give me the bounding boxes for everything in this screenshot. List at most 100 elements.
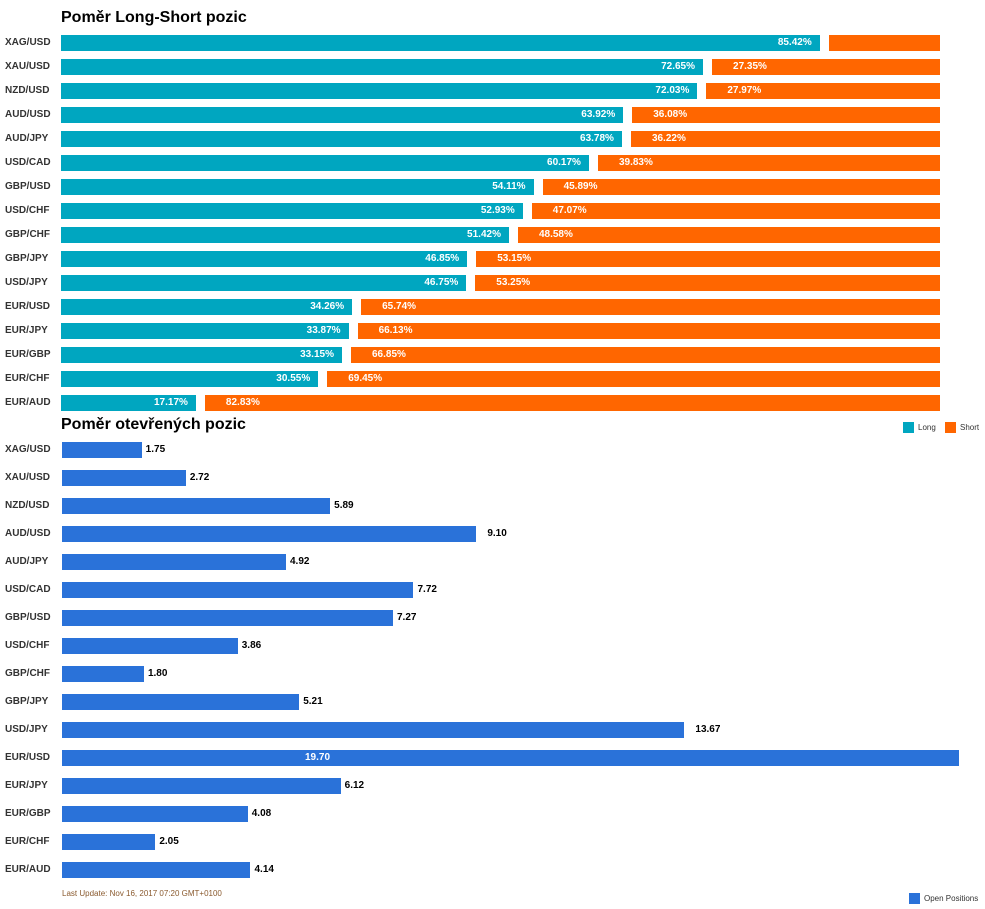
open-positions-bar [62, 778, 341, 794]
legend-short[interactable]: Short [945, 422, 979, 433]
legend-long[interactable]: Long [903, 422, 936, 433]
short-value-label: 82.83% [225, 397, 260, 408]
category-label: XAU/USD [5, 61, 51, 72]
long-value-label: 72.65% [661, 61, 696, 72]
value-label: 4.14 [254, 864, 274, 875]
short-bar [361, 299, 940, 315]
short-bar [706, 83, 940, 99]
category-label: USD/CHF [5, 640, 50, 651]
category-label: EUR/GBP [5, 349, 51, 360]
long-bar [61, 83, 698, 99]
long-bar [61, 155, 589, 171]
long-bar [61, 347, 342, 363]
long-value-label: 60.17% [547, 157, 581, 168]
category-label: USD/JPY [5, 277, 48, 288]
long-bar [61, 35, 820, 51]
open-positions-bar [62, 666, 144, 682]
value-label: 19.70 [305, 752, 331, 763]
short-value-label: 65.74% [382, 301, 417, 312]
long-bar [61, 395, 196, 411]
open-positions-bar [62, 610, 393, 626]
long-bar [61, 179, 534, 195]
category-label: USD/CHF [5, 205, 50, 216]
long-bar [61, 107, 624, 123]
value-label: 5.21 [303, 696, 323, 707]
value-label: 1.75 [145, 444, 166, 455]
long-bar [61, 227, 509, 243]
short-value-label: 36.08% [653, 109, 688, 120]
open-positions-bar [62, 834, 156, 850]
value-label: 1.80 [147, 668, 168, 679]
long-value-label: 63.92% [581, 109, 616, 120]
value-label: 7.27 [397, 612, 417, 623]
value-label: 3.86 [241, 640, 262, 651]
long-value-label: 51.42% [467, 229, 501, 240]
long-value-label: 46.75% [424, 277, 459, 288]
short-bar [542, 179, 940, 195]
value-label: 2.05 [159, 836, 179, 847]
open-positions-bar [62, 498, 331, 514]
open-positions-bar [62, 806, 248, 822]
open-positions-bar [62, 470, 186, 486]
short-value-label: 53.25% [496, 277, 531, 288]
value-label: 9.10 [487, 528, 507, 539]
short-value-label: 45.89% [563, 181, 598, 192]
short-value-label: 66.85% [371, 349, 406, 360]
value-label: 2.72 [189, 472, 210, 483]
category-label: EUR/JPY [5, 780, 48, 791]
category-label: NZD/USD [5, 500, 50, 511]
long-bar [61, 323, 349, 339]
open-positions-bar [62, 526, 477, 542]
short-bar [531, 203, 940, 219]
value-label: 4.08 [251, 808, 272, 819]
category-label: GBP/USD [5, 612, 51, 623]
category-label: XAG/USD [5, 444, 51, 455]
legend-swatch [945, 422, 956, 433]
short-bar [350, 347, 940, 363]
legend-label: Long [918, 423, 936, 432]
open-positions-bar [62, 442, 142, 458]
long-bar [61, 371, 319, 387]
short-bar [357, 323, 940, 339]
short-value-label: 47.07% [552, 205, 587, 216]
long-value-label: 46.85% [425, 253, 460, 264]
category-label: EUR/USD [5, 752, 51, 763]
long-bar [61, 275, 467, 291]
long-bar [61, 203, 523, 219]
long-value-label: 34.26% [310, 301, 345, 312]
category-label: EUR/JPY [5, 325, 48, 336]
long-bar [61, 299, 353, 315]
short-value-label: 27.35% [733, 61, 767, 72]
open-positions-bar [62, 554, 286, 570]
value-label: 4.92 [290, 556, 310, 567]
legend-open-positions[interactable]: Open Positions [909, 893, 978, 904]
short-bar [597, 155, 940, 171]
open-positions-bar [62, 638, 238, 654]
open-positions-bar [62, 722, 685, 738]
long-value-label: 17.17% [154, 397, 188, 408]
open-positions-bar [62, 582, 414, 598]
category-label: EUR/AUD [5, 864, 51, 875]
category-label: GBP/CHF [5, 229, 50, 240]
long-value-label: 85.42% [777, 37, 812, 48]
category-label: AUD/JPY [5, 556, 49, 567]
long-value-label: 33.87% [306, 325, 341, 336]
category-label: GBP/JPY [5, 253, 49, 264]
long-bar [61, 59, 704, 75]
short-value-label: 39.83% [618, 157, 653, 168]
short-bar [630, 131, 940, 147]
long-bar [61, 131, 622, 147]
value-label: 6.12 [344, 780, 365, 791]
value-label: 13.67 [695, 724, 721, 735]
long-value-label: 30.55% [276, 373, 311, 384]
value-label: 7.72 [417, 584, 437, 595]
legend-swatch [909, 893, 920, 904]
open-positions-bar [62, 750, 959, 766]
long-value-label: 33.15% [300, 349, 334, 360]
category-label: EUR/GBP [5, 808, 51, 819]
short-value-label: 66.13% [378, 325, 413, 336]
category-label: XAU/USD [5, 472, 51, 483]
short-bar [327, 371, 940, 387]
chart-title-open-positions: Poměr otevřených pozic [61, 416, 246, 433]
open-positions-bar [62, 694, 300, 710]
